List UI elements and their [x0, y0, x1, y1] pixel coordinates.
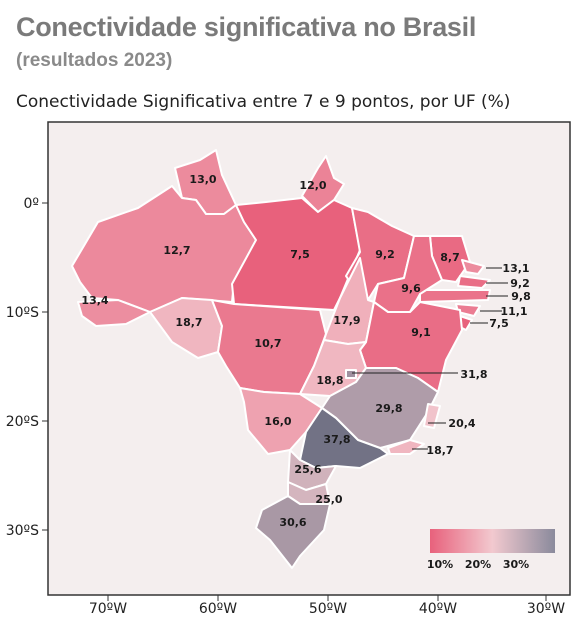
state-value-label: 37,8 [323, 433, 350, 446]
state-value-label: 13,0 [189, 173, 216, 186]
state-region-es [423, 403, 441, 429]
state-value-label: 17,9 [333, 314, 360, 327]
state-region-rs [255, 495, 331, 569]
state-value-label: 18,8 [316, 374, 343, 387]
state-value-label: 31,8 [460, 368, 487, 381]
page-title: Conectividade significativa no Brasil [16, 12, 477, 42]
state-value-label: 10,7 [254, 337, 281, 350]
state-region-pe [419, 289, 491, 303]
state-value-label: 11,1 [500, 305, 527, 318]
state-value-label: 30,6 [279, 516, 306, 529]
state-value-label: 12,0 [299, 179, 326, 192]
state-value-label: 18,7 [426, 444, 453, 457]
state-value-label: 20,4 [448, 417, 475, 430]
state-value-label: 7,5 [489, 317, 509, 330]
state-value-label: 13,4 [81, 294, 108, 307]
state-value-label: 9,6 [401, 282, 421, 295]
state-value-label: 25,6 [294, 463, 321, 476]
lon-label: 40ºW [419, 601, 457, 617]
lon-label: 60ºW [199, 601, 237, 617]
state-value-label: 13,1 [502, 262, 529, 275]
state-value-label: 7,5 [290, 248, 310, 261]
legend-label: 10% [427, 558, 453, 571]
state-region-df [345, 369, 357, 379]
state-region-pb [457, 275, 491, 289]
state-region-ms [239, 387, 323, 455]
state-value-label: 16,0 [264, 415, 291, 428]
lat-label: 20ºS [6, 414, 39, 430]
legend-label: 20% [465, 558, 491, 571]
lon-label: 50ºW [309, 601, 347, 617]
state-value-label: 12,7 [163, 244, 190, 257]
map-caption: Conectividade Significativa entre 7 e 9 … [16, 92, 511, 112]
state-value-label: 9,1 [411, 326, 431, 339]
state-value-label: 8,7 [440, 251, 460, 264]
state-region-ac [77, 299, 151, 327]
state-region-rn [461, 259, 485, 275]
legend-label: 30% [503, 558, 529, 571]
lat-label: 30ºS [6, 523, 39, 539]
lat-label: 10ºS [6, 305, 39, 321]
state-value-label: 29,8 [375, 402, 402, 415]
legend-colorbar [430, 529, 555, 553]
state-value-label: 9,2 [510, 277, 530, 290]
state-value-label: 18,7 [175, 316, 202, 329]
lon-label: 30ºW [527, 601, 565, 617]
lon-label: 70ºW [89, 601, 127, 617]
page-subtitle: (resultados 2023) [16, 50, 173, 71]
state-value-label: 25,0 [315, 493, 342, 506]
lat-label: 0º [23, 196, 39, 212]
state-value-label: 9,8 [511, 290, 531, 303]
state-value-label: 9,2 [375, 248, 395, 261]
